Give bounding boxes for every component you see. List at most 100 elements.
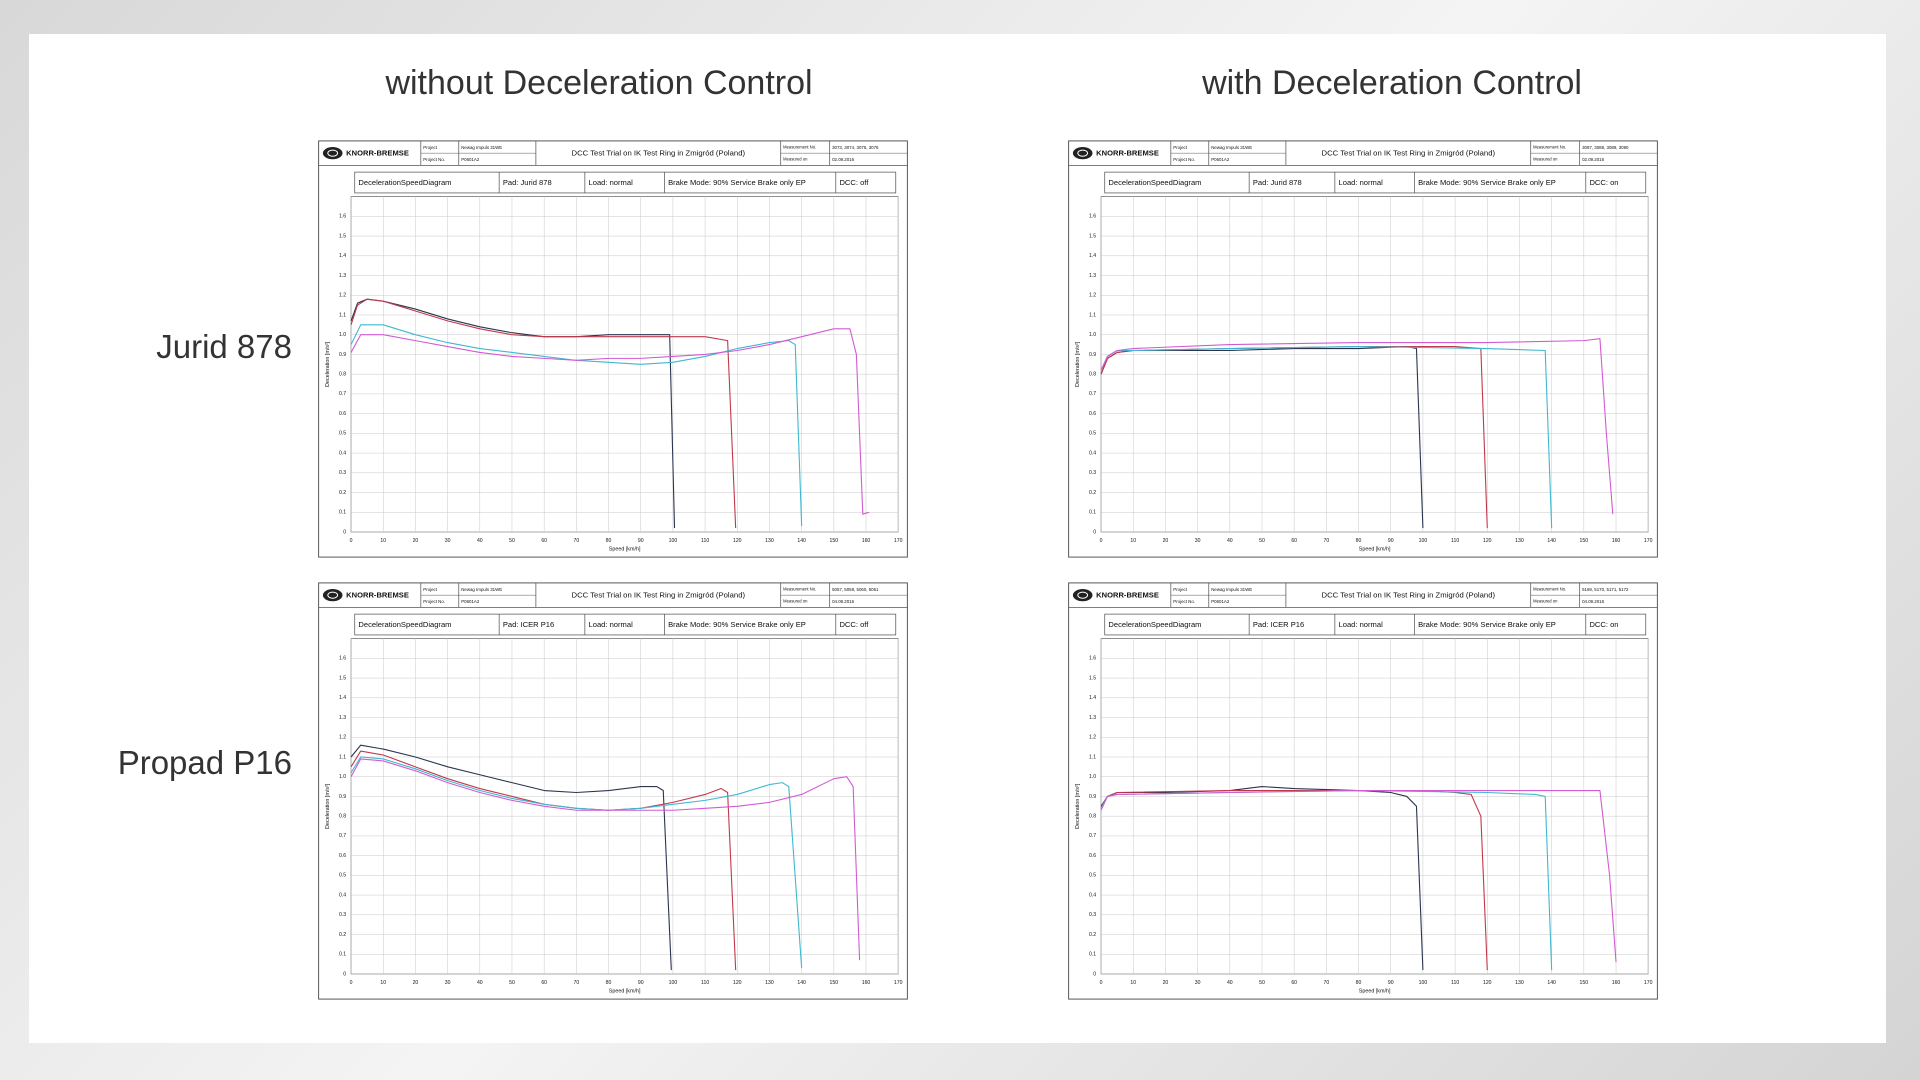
- header-text: Newag Impuls 31WE: [461, 145, 502, 150]
- x-tick-label: 30: [1195, 980, 1201, 986]
- y-tick-label: 1.4: [339, 253, 346, 259]
- x-tick-label: 90: [1388, 980, 1394, 986]
- y-tick-label: 1.4: [1089, 253, 1096, 259]
- x-tick-label: 90: [638, 980, 644, 986]
- y-tick-label: 0.2: [339, 932, 346, 938]
- x-tick-label: 40: [1227, 538, 1233, 544]
- subtitle-cell: Brake Mode: 90% Service Brake only EP: [1418, 178, 1556, 187]
- y-axis-label: Deceleration [m/s²]: [1075, 783, 1081, 829]
- header-text: Newag Impuls 31WE: [461, 587, 502, 592]
- x-tick-label: 160: [862, 538, 871, 544]
- data-line: [350, 758, 861, 961]
- plot-area: [1100, 638, 1649, 975]
- header-text: P0601A2: [1211, 599, 1230, 604]
- y-tick-label: 0.1: [1089, 952, 1096, 958]
- y-tick-label: 0.2: [1089, 932, 1096, 938]
- header-text: Project No.: [423, 157, 445, 162]
- y-tick-label: 1.1: [1089, 754, 1096, 760]
- x-tick-label: 120: [733, 538, 742, 544]
- header-text: DCC Test Trial on IK Test Ring in Zmigró…: [572, 149, 746, 158]
- column-title: with Deceleration Control: [1202, 64, 1582, 102]
- y-tick-label: 0.9: [339, 794, 346, 800]
- x-tick-label: 80: [606, 538, 612, 544]
- header-text: Measurement No.: [783, 587, 816, 592]
- subtitle-cell: Brake Mode: 90% Service Brake only EP: [668, 178, 806, 187]
- chart: KNORR-BREMSE Project Project No. Newag Impu…: [1068, 582, 1658, 1000]
- x-tick-label: 140: [797, 980, 806, 986]
- x-tick-label: 60: [1291, 538, 1297, 544]
- subtitle-cell: Pad: Jurid 878: [503, 178, 552, 187]
- x-tick-label: 70: [573, 538, 579, 544]
- row-label: Jurid 878: [156, 328, 292, 365]
- x-tick-label: 120: [1483, 980, 1492, 986]
- x-tick-label: 170: [894, 980, 903, 986]
- logo-mark: [1077, 591, 1089, 599]
- subtitle-cell: Load: normal: [589, 178, 634, 187]
- x-tick-label: 90: [638, 538, 644, 544]
- header-text: 3087, 3088, 3089, 3090: [1582, 145, 1629, 150]
- subtitle-cell: Load: normal: [1339, 620, 1384, 629]
- y-tick-label: 0: [343, 529, 346, 535]
- header-text: Project: [423, 145, 437, 150]
- y-tick-label: 1.3: [339, 715, 346, 721]
- x-tick-label: 130: [765, 538, 774, 544]
- plot-area: [350, 196, 899, 533]
- y-tick-label: 1.2: [1089, 293, 1096, 299]
- x-tick-label: 100: [669, 980, 678, 986]
- plot-area: [1100, 196, 1649, 533]
- header-text: 02.09.2016: [832, 157, 855, 162]
- x-tick-label: 10: [380, 538, 386, 544]
- y-tick-label: 1.6: [339, 214, 346, 220]
- y-tick-label: 0.4: [1089, 892, 1096, 898]
- header-text: Measured on: [1533, 599, 1558, 604]
- y-tick-label: 0.2: [1089, 490, 1096, 496]
- header-text: 04.09.2016: [832, 599, 855, 604]
- header-text: Project No.: [1173, 599, 1195, 604]
- header-text: Measured on: [783, 157, 808, 162]
- y-tick-label: 0.4: [339, 450, 346, 456]
- subtitle-cell: DCC: on: [1589, 178, 1618, 187]
- header-text: Measured on: [783, 599, 808, 604]
- y-tick-label: 0: [1093, 529, 1096, 535]
- x-tick-label: 0: [1100, 538, 1103, 544]
- subtitle-cell: Pad: Jurid 878: [1253, 178, 1302, 187]
- x-tick-label: 100: [669, 538, 678, 544]
- x-tick-label: 130: [1515, 980, 1524, 986]
- header-text: Project: [1173, 145, 1187, 150]
- y-tick-label: 1.6: [1089, 214, 1096, 220]
- x-axis-label: Speed [km/h]: [1359, 989, 1391, 995]
- logo: KNORR-BREMSE: [1096, 149, 1159, 158]
- header-text: 02.09.2016: [1582, 157, 1605, 162]
- x-tick-label: 110: [701, 538, 709, 544]
- x-tick-label: 30: [445, 538, 451, 544]
- y-tick-label: 1.0: [339, 332, 346, 338]
- x-tick-label: 80: [606, 980, 612, 986]
- y-tick-label: 0.6: [1089, 853, 1096, 859]
- x-tick-label: 150: [830, 538, 839, 544]
- header-text: Project: [423, 587, 437, 592]
- header-text: Project No.: [1173, 157, 1195, 162]
- x-tick-label: 50: [509, 980, 515, 986]
- header-text: 3073, 3074, 3075, 3076: [832, 145, 879, 150]
- y-tick-label: 0.6: [339, 411, 346, 417]
- y-tick-label: 1.5: [1089, 675, 1096, 681]
- data-line: [1100, 338, 1614, 515]
- chart: KNORR-BREMSE Project Project No. Newag Impu…: [1068, 140, 1658, 558]
- header-text: Project: [1173, 587, 1187, 592]
- column-title: without Deceleration Control: [385, 64, 813, 102]
- header-text: P0601A2: [1211, 157, 1230, 162]
- header-text: P0601A2: [461, 599, 480, 604]
- y-tick-label: 1.0: [1089, 774, 1096, 780]
- x-tick-label: 110: [1451, 538, 1459, 544]
- x-tick-label: 160: [862, 980, 871, 986]
- x-tick-label: 0: [350, 980, 353, 986]
- subtitle-box: [354, 171, 897, 194]
- header-text: 5169, 5170, 5171, 5172: [1582, 587, 1629, 592]
- subtitle-cell: DCC: off: [839, 178, 869, 187]
- x-tick-label: 20: [413, 538, 419, 544]
- y-tick-label: 0.7: [339, 391, 346, 397]
- y-tick-label: 1.2: [1089, 735, 1096, 741]
- x-tick-label: 10: [1130, 980, 1136, 986]
- y-tick-label: 0.7: [339, 833, 346, 839]
- x-tick-label: 150: [1580, 980, 1589, 986]
